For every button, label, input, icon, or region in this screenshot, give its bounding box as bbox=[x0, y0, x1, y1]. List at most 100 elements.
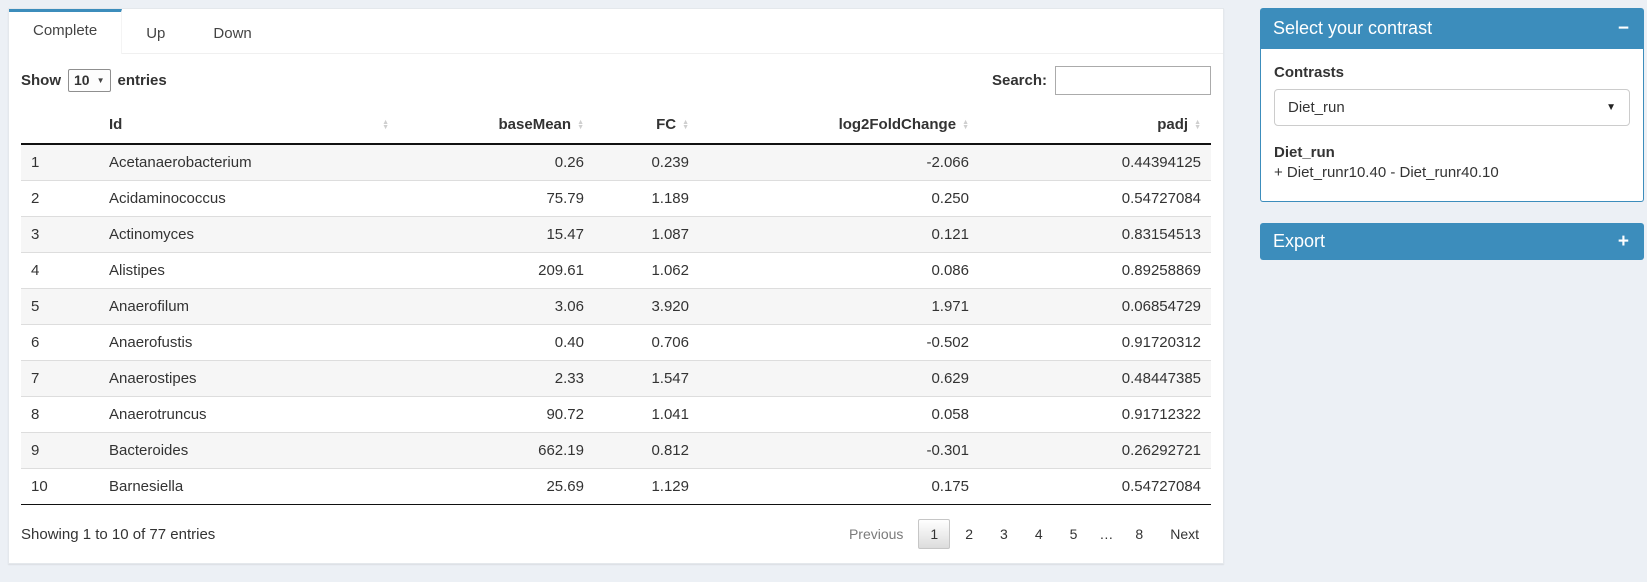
table-cell: 0.54727084 bbox=[979, 181, 1211, 217]
expand-plus-icon[interactable]: + bbox=[1616, 232, 1631, 251]
contrast-box-body: Contrasts Diet_run ▼ Diet_run + Diet_run… bbox=[1260, 49, 1644, 202]
table-row[interactable]: 10Barnesiella25.691.1290.1750.54727084 bbox=[21, 469, 1211, 505]
table-cell: 0.239 bbox=[594, 144, 699, 181]
results-card: Complete Up Down Show 10 ▼ entries Searc… bbox=[8, 8, 1224, 564]
table-cell: 0.44394125 bbox=[979, 144, 1211, 181]
table-row[interactable]: 2Acidaminococcus75.791.1890.2500.5472708… bbox=[21, 181, 1211, 217]
datatable-wrapper: Show 10 ▼ entries Search: Id▲▼bas bbox=[9, 54, 1223, 563]
pagination-2[interactable]: 2 bbox=[953, 519, 985, 549]
pagination-ellipsis: … bbox=[1092, 519, 1120, 549]
show-label: Show bbox=[21, 72, 61, 89]
pagination-5[interactable]: 5 bbox=[1058, 519, 1090, 549]
entries-label: entries bbox=[118, 72, 167, 89]
search-input[interactable] bbox=[1055, 66, 1211, 95]
table-row[interactable]: 3Actinomyces15.471.0870.1210.83154513 bbox=[21, 217, 1211, 253]
pagination-next[interactable]: Next bbox=[1158, 519, 1211, 549]
table-cell: 0.26 bbox=[399, 144, 594, 181]
table-cell: 0.812 bbox=[594, 433, 699, 469]
table-cell: Barnesiella bbox=[99, 469, 399, 505]
search-control: Search: bbox=[992, 66, 1211, 95]
table-cell: 209.61 bbox=[399, 253, 594, 289]
column-header-padj[interactable]: padj▲▼ bbox=[979, 107, 1211, 144]
table-cell: 3.920 bbox=[594, 289, 699, 325]
table-cell: 90.72 bbox=[399, 397, 594, 433]
table-cell: 0.058 bbox=[699, 397, 979, 433]
column-header-id[interactable]: Id▲▼ bbox=[99, 107, 399, 144]
table-body: 1Acetanaerobacterium0.260.239-2.0660.443… bbox=[21, 144, 1211, 505]
table-row[interactable]: 4Alistipes209.611.0620.0860.89258869 bbox=[21, 253, 1211, 289]
column-header-fc[interactable]: FC▲▼ bbox=[594, 107, 699, 144]
contrast-select[interactable]: Diet_run ▼ bbox=[1274, 89, 1630, 126]
table-cell: 0.89258869 bbox=[979, 253, 1211, 289]
contrast-select-value: Diet_run bbox=[1288, 99, 1345, 116]
table-row[interactable]: 6Anaerofustis0.400.706-0.5020.91720312 bbox=[21, 325, 1211, 361]
table-cell: Actinomyces bbox=[99, 217, 399, 253]
contrast-formula: + Diet_runr10.40 - Diet_runr40.10 bbox=[1274, 163, 1630, 183]
row-index-cell: 7 bbox=[21, 361, 99, 397]
contrast-box: Select your contrast − Contrasts Diet_ru… bbox=[1260, 8, 1644, 202]
contrast-box-title: Select your contrast bbox=[1273, 18, 1432, 39]
table-info: Showing 1 to 10 of 77 entries bbox=[21, 526, 215, 543]
table-cell: Anaerofilum bbox=[99, 289, 399, 325]
row-index-cell: 3 bbox=[21, 217, 99, 253]
pagination-1[interactable]: 1 bbox=[918, 519, 950, 549]
table-cell: 1.087 bbox=[594, 217, 699, 253]
table-cell: 15.47 bbox=[399, 217, 594, 253]
table-cell: Bacteroides bbox=[99, 433, 399, 469]
table-cell: 1.547 bbox=[594, 361, 699, 397]
table-cell: 0.121 bbox=[699, 217, 979, 253]
table-row[interactable]: 1Acetanaerobacterium0.260.239-2.0660.443… bbox=[21, 144, 1211, 181]
table-cell: 1.971 bbox=[699, 289, 979, 325]
pagination-3[interactable]: 3 bbox=[988, 519, 1020, 549]
column-header-basemean[interactable]: baseMean▲▼ bbox=[399, 107, 594, 144]
pagination-previous: Previous bbox=[837, 519, 915, 549]
tab-bar: Complete Up Down bbox=[9, 9, 1223, 54]
table-row[interactable]: 8Anaerotruncus90.721.0410.0580.91712322 bbox=[21, 397, 1211, 433]
column-label: baseMean bbox=[499, 116, 572, 133]
table-cell: 1.129 bbox=[594, 469, 699, 505]
table-cell: 0.91720312 bbox=[979, 325, 1211, 361]
pagination-8[interactable]: 8 bbox=[1123, 519, 1155, 549]
table-cell: 1.189 bbox=[594, 181, 699, 217]
table-cell: 3.06 bbox=[399, 289, 594, 325]
tab-complete[interactable]: Complete bbox=[9, 9, 122, 54]
page-length-control: Show 10 ▼ entries bbox=[21, 69, 167, 92]
collapse-minus-icon[interactable]: − bbox=[1616, 19, 1631, 38]
table-cell: Acetanaerobacterium bbox=[99, 144, 399, 181]
contrast-description: Diet_run + Diet_runr10.40 - Diet_runr40.… bbox=[1274, 143, 1630, 184]
row-index-cell: 9 bbox=[21, 433, 99, 469]
table-header: Id▲▼baseMean▲▼FC▲▼log2FoldChange▲▼padj▲▼ bbox=[21, 107, 1211, 144]
table-cell: 0.48447385 bbox=[979, 361, 1211, 397]
page: Complete Up Down Show 10 ▼ entries Searc… bbox=[0, 0, 1647, 564]
table-cell: 1.062 bbox=[594, 253, 699, 289]
table-cell: 1.041 bbox=[594, 397, 699, 433]
sidebar-column: Select your contrast − Contrasts Diet_ru… bbox=[1260, 8, 1644, 260]
tab-up[interactable]: Up bbox=[122, 9, 189, 54]
table-row[interactable]: 5Anaerofilum3.063.9201.9710.06854729 bbox=[21, 289, 1211, 325]
table-row[interactable]: 7Anaerostipes2.331.5470.6290.48447385 bbox=[21, 361, 1211, 397]
row-index-cell: 4 bbox=[21, 253, 99, 289]
sort-icon: ▲▼ bbox=[682, 120, 689, 130]
table-cell: 662.19 bbox=[399, 433, 594, 469]
page-length-select[interactable]: 10 ▼ bbox=[68, 69, 111, 92]
table-cell: Acidaminococcus bbox=[99, 181, 399, 217]
row-index-cell: 2 bbox=[21, 181, 99, 217]
pagination-4[interactable]: 4 bbox=[1023, 519, 1055, 549]
column-header-log2foldchange[interactable]: log2FoldChange▲▼ bbox=[699, 107, 979, 144]
row-index-cell: 8 bbox=[21, 397, 99, 433]
table-cell: -0.301 bbox=[699, 433, 979, 469]
results-table: Id▲▼baseMean▲▼FC▲▼log2FoldChange▲▼padj▲▼… bbox=[21, 107, 1211, 505]
table-cell: 0.91712322 bbox=[979, 397, 1211, 433]
table-cell: 0.086 bbox=[699, 253, 979, 289]
table-row[interactable]: 9Bacteroides662.190.812-0.3010.26292721 bbox=[21, 433, 1211, 469]
row-index-cell: 5 bbox=[21, 289, 99, 325]
table-cell: 0.629 bbox=[699, 361, 979, 397]
sort-icon: ▲▼ bbox=[962, 120, 969, 130]
row-index-cell: 6 bbox=[21, 325, 99, 361]
table-cell: -0.502 bbox=[699, 325, 979, 361]
chevron-down-icon: ▼ bbox=[1606, 102, 1616, 113]
contrasts-label: Contrasts bbox=[1274, 64, 1630, 81]
table-cell: 0.83154513 bbox=[979, 217, 1211, 253]
row-index-cell: 10 bbox=[21, 469, 99, 505]
tab-down[interactable]: Down bbox=[189, 9, 275, 54]
